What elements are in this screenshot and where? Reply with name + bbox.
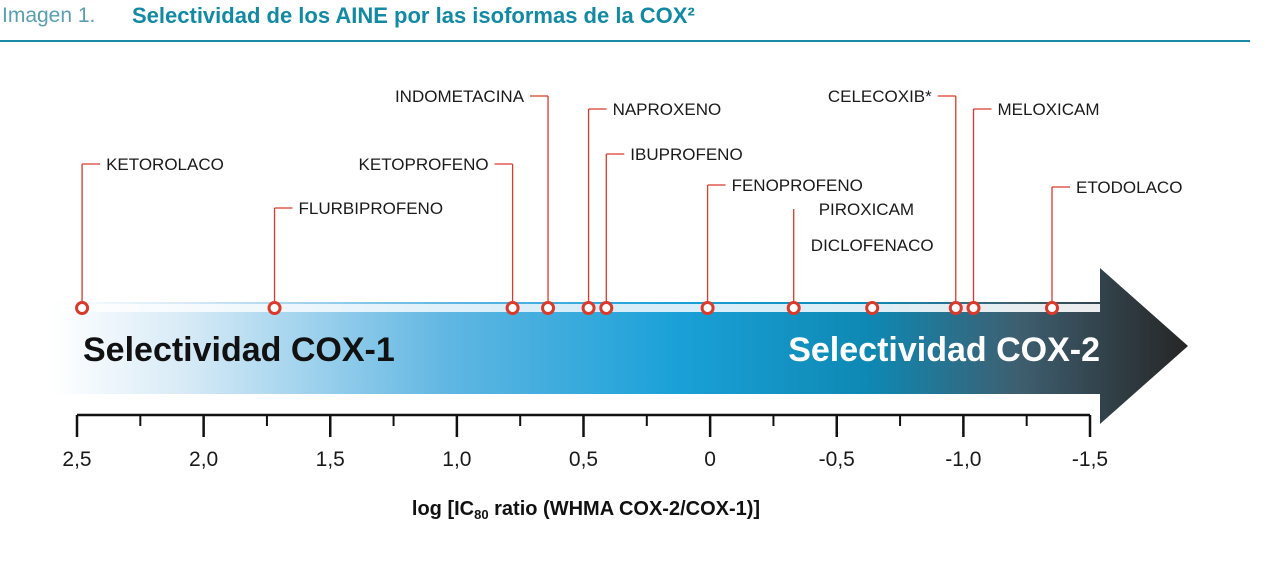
x-tick-label: 0 [704, 448, 716, 471]
marker-track [60, 304, 1100, 312]
data-point-marker [948, 301, 963, 315]
data-point-marker [75, 301, 90, 315]
data-point-marker [267, 301, 282, 315]
cox2-selectivity-label: Selectividad COX-2 [788, 331, 1100, 369]
figure-header: Imagen 1. Selectividad de los AINE por l… [0, 0, 1250, 42]
drug-label: KETOROLACO [106, 155, 224, 174]
figure-title: Selectividad de los AINE por las isoform… [132, 3, 695, 28]
drug-label: NAPROXENO [613, 100, 722, 119]
x-tick-label: -0,5 [819, 448, 855, 471]
x-tick-label: 0,5 [569, 448, 598, 471]
drug-label: ETODOLACO [1076, 178, 1182, 197]
x-tick-label: 1,0 [442, 448, 471, 471]
x-tick-label: -1,0 [945, 448, 981, 471]
drug-label: FENOPROFENO [732, 176, 863, 195]
data-point-marker [505, 301, 520, 315]
data-point-marker [966, 301, 981, 315]
drug-label: FLURBIPROFENO [299, 199, 444, 218]
drug-label: INDOMETACINA [395, 87, 525, 106]
drug-label: DICLOFENACO [811, 236, 934, 255]
drug-label: KETOPROFENO [359, 155, 489, 174]
drug-label: IBUPROFENO [630, 145, 742, 164]
drug-label: PIROXICAM [819, 200, 914, 219]
drug-label: CELECOXIB* [828, 87, 932, 106]
data-point-marker [541, 301, 556, 315]
data-point-marker [599, 301, 614, 315]
x-tick-label: 2,0 [189, 448, 218, 471]
x-tick-label: -1,5 [1072, 448, 1108, 471]
data-point-marker [581, 301, 596, 315]
data-point-marker [786, 301, 801, 315]
data-point-marker [700, 301, 715, 315]
x-axis-title: log [IC80 ratio (WHMA COX-2/COX-1)] [412, 498, 760, 522]
data-point-marker [1045, 301, 1060, 315]
data-point-marker [865, 301, 880, 315]
cox1-selectivity-label: Selectividad COX-1 [83, 331, 395, 369]
drug-label: MELOXICAM [998, 100, 1100, 119]
figure-number: Imagen 1. [2, 4, 96, 27]
x-tick-label: 2,5 [62, 448, 91, 471]
x-tick-label: 1,5 [316, 448, 345, 471]
